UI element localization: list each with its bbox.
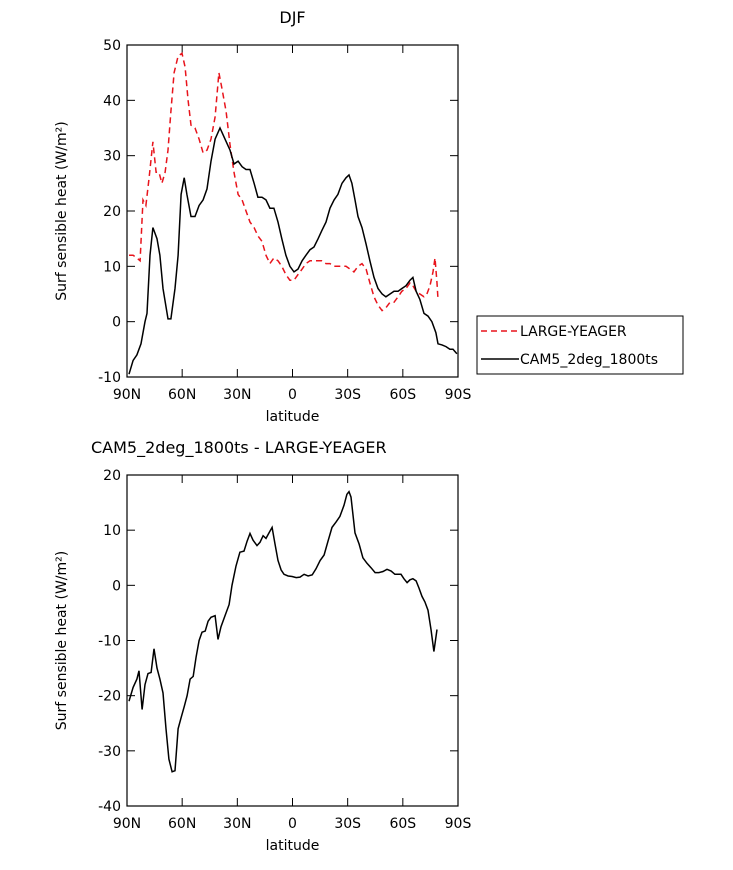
legend-label: LARGE-YEAGER bbox=[520, 324, 627, 340]
y-tick-label: 20 bbox=[103, 204, 121, 220]
y-tick-label: -20 bbox=[98, 689, 121, 705]
x-tick-label: 60N bbox=[168, 387, 196, 403]
x-tick-label: 0 bbox=[288, 816, 297, 832]
y-tick-label: 30 bbox=[103, 149, 121, 165]
y-tick-label: 0 bbox=[112, 578, 121, 594]
x-tick-label: 90N bbox=[113, 387, 141, 403]
x-tick-label: 30S bbox=[334, 387, 361, 403]
data-line bbox=[129, 52, 439, 312]
x-tick-label: 60S bbox=[389, 387, 416, 403]
y-axis-label: Surf sensible heat (W/m²) bbox=[54, 551, 70, 730]
chart-title: CAM5_2deg_1800ts - LARGE-YEAGER bbox=[91, 438, 387, 458]
y-tick-label: -30 bbox=[98, 744, 121, 760]
y-axis-label: Surf sensible heat (W/m²) bbox=[54, 121, 70, 300]
y-tick-label: -40 bbox=[98, 799, 121, 815]
x-tick-label: 60N bbox=[168, 816, 196, 832]
x-tick-label: 30S bbox=[334, 816, 361, 832]
y-tick-label: 50 bbox=[103, 38, 121, 54]
legend-box bbox=[476, 315, 684, 375]
y-tick-label: 0 bbox=[112, 315, 121, 331]
y-tick-label: 20 bbox=[103, 468, 121, 484]
y-tick-label: -10 bbox=[98, 634, 121, 650]
data-line bbox=[128, 126, 458, 375]
x-axis-label: latitude bbox=[266, 838, 320, 854]
legend-label: CAM5_2deg_1800ts bbox=[520, 352, 658, 368]
data-line bbox=[128, 490, 438, 773]
plot-frame bbox=[126, 44, 459, 378]
plot-frame bbox=[126, 474, 459, 807]
x-tick-label: 60S bbox=[389, 816, 416, 832]
x-tick-label: 90S bbox=[445, 387, 472, 403]
x-tick-label: 30N bbox=[223, 816, 251, 832]
y-tick-label: 10 bbox=[103, 523, 121, 539]
x-tick-label: 30N bbox=[223, 387, 251, 403]
x-axis-label: latitude bbox=[266, 409, 320, 425]
x-tick-label: 90N bbox=[113, 816, 141, 832]
y-tick-label: 10 bbox=[103, 259, 121, 275]
x-tick-label: 0 bbox=[288, 387, 297, 403]
y-tick-label: 40 bbox=[103, 93, 121, 109]
y-tick-label: -10 bbox=[98, 370, 121, 386]
x-tick-label: 90S bbox=[445, 816, 472, 832]
chart-title: DJF bbox=[279, 8, 305, 27]
